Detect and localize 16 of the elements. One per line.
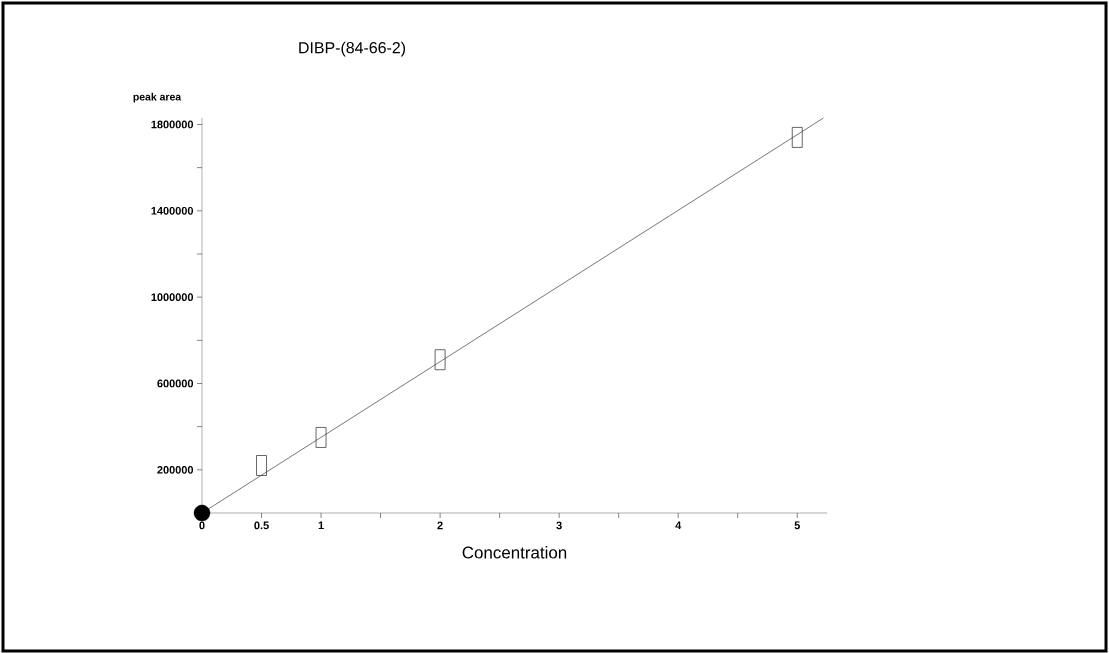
chart-title: DIBP-(84-66-2) [299,41,406,57]
point [193,504,211,522]
x-tick-label: 3 [556,521,562,530]
x-tick-label: 5 [794,521,800,530]
x-tick-label: 2 [437,521,443,530]
y-tick-label: 1400000 [151,206,194,215]
y-tick-label: 1800000 [151,120,194,129]
x-tick-label: 4 [675,521,682,530]
y-tick-label: 600000 [157,379,194,388]
x-tick-label: 1 [318,521,324,530]
y-tick-label: 1000000 [151,293,194,302]
x-axis-title: Concentration [462,546,567,559]
y-tick-label: 200000 [157,465,194,474]
x-tick-label: 0 [199,521,205,530]
y-axis-title: peak area [133,92,182,103]
x-tick-label: 0.5 [254,521,269,530]
